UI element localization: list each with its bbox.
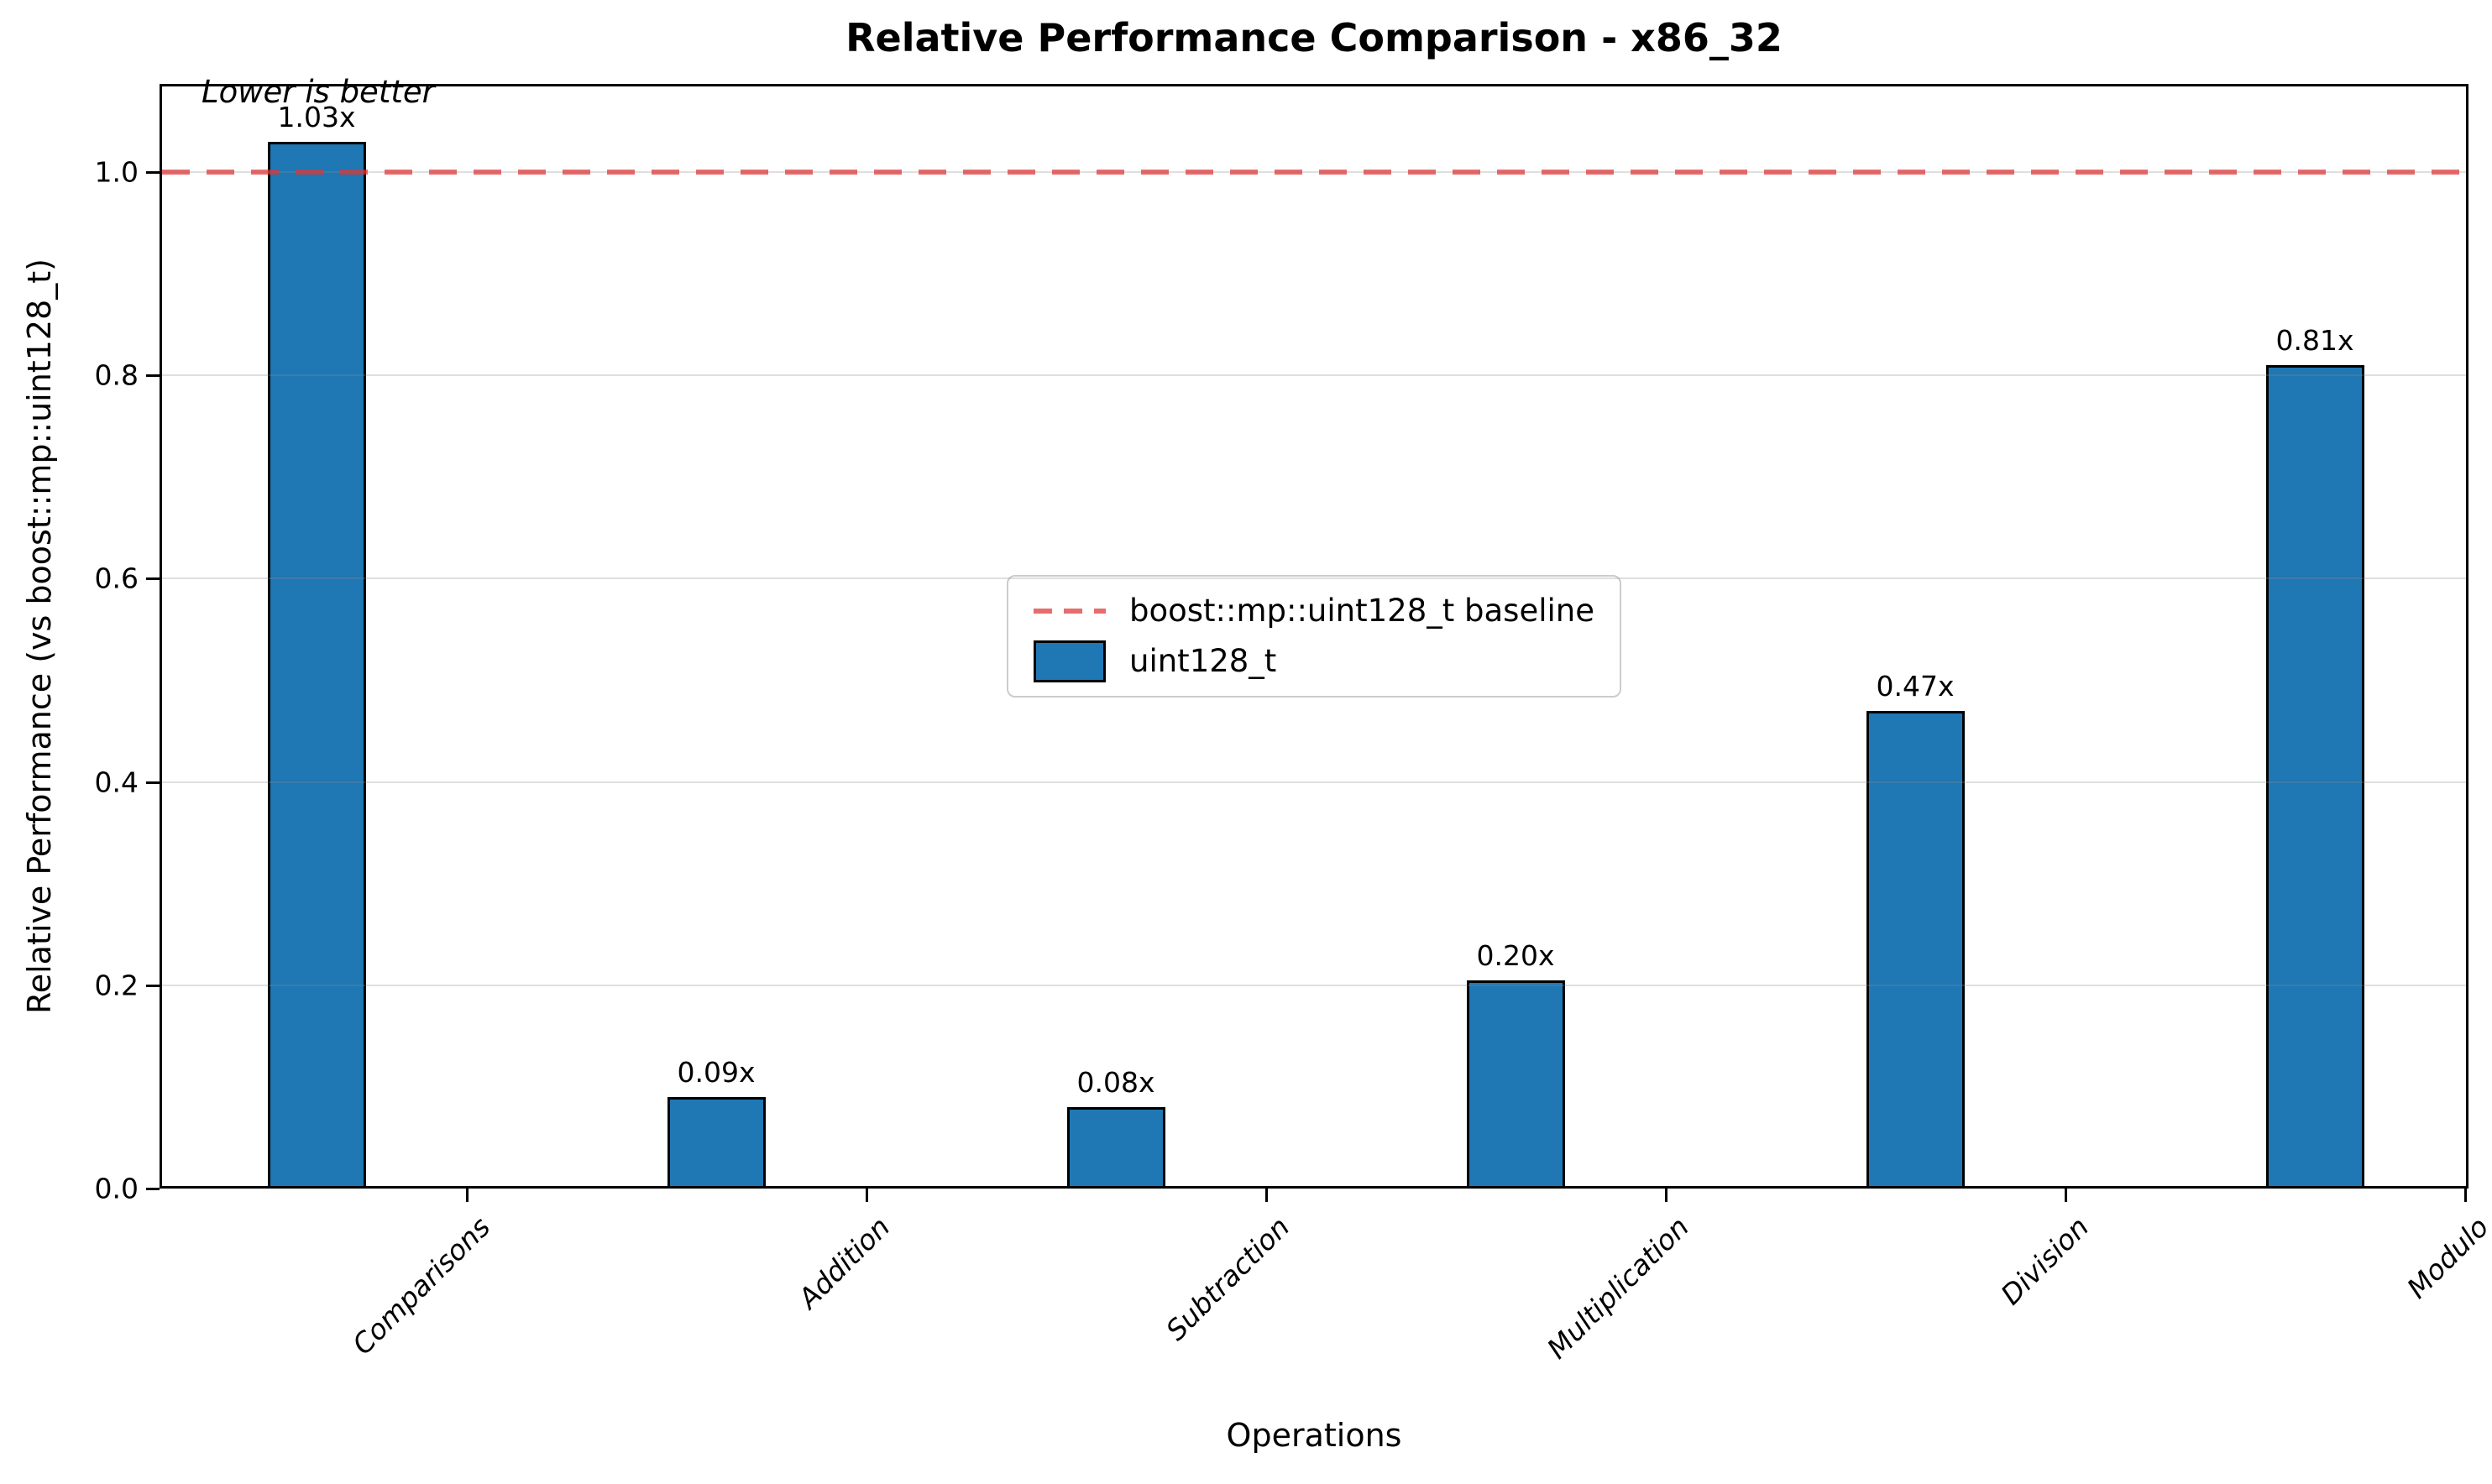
legend-baseline-label: boost::mp::uint128_t baseline: [1129, 593, 1594, 629]
x-tick: [2464, 1189, 2467, 1202]
y-tick-label: 0.2: [94, 969, 139, 1002]
bar-subtraction: [1066, 1107, 1165, 1189]
bar-comparisons: [267, 142, 366, 1189]
gridline-y-0.6: [162, 577, 2466, 580]
x-tick: [1265, 1189, 1268, 1202]
bar-division: [1866, 711, 1965, 1189]
gridline-y-0.2: [162, 984, 2466, 986]
bar-value-label: 0.47x: [1876, 669, 1955, 703]
gridline-y-0.4: [162, 781, 2466, 783]
bar-addition: [667, 1097, 766, 1189]
y-tick-label: 0.8: [94, 358, 139, 392]
y-tick: [146, 1188, 160, 1190]
x-tick: [2065, 1189, 2067, 1202]
bar-modulo: [2265, 365, 2364, 1189]
x-tick-label-multiplication: Multiplication: [1541, 1210, 1696, 1366]
legend-item-series: uint128_t: [1034, 640, 1594, 682]
x-tick-label-addition: Addition: [792, 1210, 897, 1315]
y-tick-label: 0.4: [94, 766, 139, 799]
bar-value-label: 0.81x: [2275, 324, 2354, 358]
bar-value-label: 0.08x: [1076, 1066, 1155, 1100]
y-tick: [146, 577, 160, 581]
y-tick: [146, 984, 160, 987]
bar-value-label: 0.20x: [1476, 938, 1555, 972]
legend: boost::mp::uint128_t baseline uint128_t: [1007, 575, 1621, 698]
y-tick: [146, 781, 160, 784]
x-tick: [866, 1189, 868, 1202]
x-tick: [466, 1189, 469, 1202]
bar-value-label: 0.09x: [677, 1056, 756, 1089]
lower-is-better-annotation: Lower is better: [202, 74, 435, 110]
bar-value-label: 1.03x: [277, 100, 356, 133]
plot-area-border: [160, 84, 2468, 1189]
baseline-dashed-line: [162, 170, 2466, 175]
y-tick-label: 1.0: [94, 155, 139, 189]
y-tick-label: 0.6: [94, 562, 139, 595]
chart-title: Relative Performance Comparison - x86_32: [846, 15, 1783, 60]
baseline-dash-sample-icon: [1034, 609, 1106, 614]
x-tick-label-modulo: Modulo: [2400, 1210, 2492, 1305]
x-tick-label-comparisons: Comparisons: [346, 1210, 497, 1361]
y-tick: [146, 171, 160, 174]
legend-item-baseline: boost::mp::uint128_t baseline: [1034, 590, 1594, 632]
series-color-patch-icon: [1034, 640, 1106, 682]
y-tick-label: 0.0: [94, 1172, 139, 1205]
x-tick-label-subtraction: Subtraction: [1160, 1210, 1296, 1347]
x-axis-label: Operations: [1226, 1417, 1402, 1454]
x-tick-label-division: Division: [1994, 1210, 2096, 1312]
x-tick: [1665, 1189, 1667, 1202]
y-tick: [146, 374, 160, 378]
legend-series-label: uint128_t: [1129, 643, 1277, 679]
gridline-y-0.8: [162, 374, 2466, 377]
bar-multiplication: [1466, 980, 1565, 1189]
